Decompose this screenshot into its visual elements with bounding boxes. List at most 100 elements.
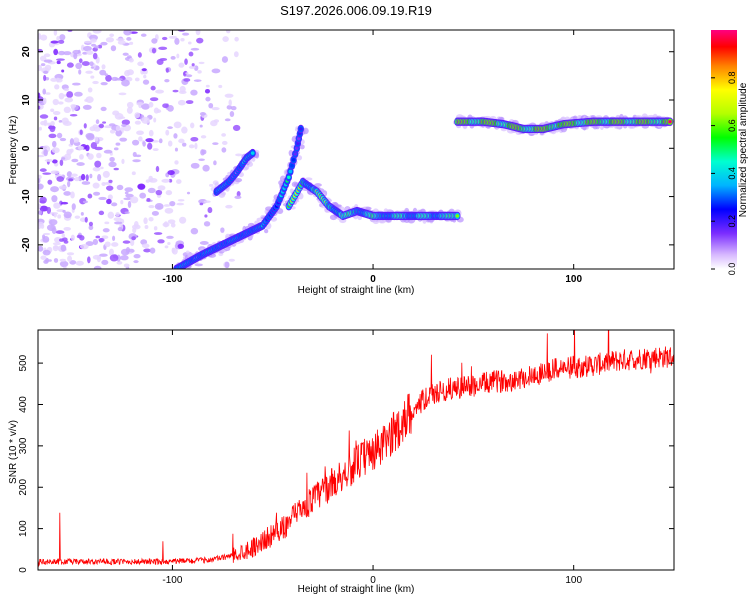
noise-blob xyxy=(151,47,157,54)
noise-blob xyxy=(66,252,75,256)
noise-blob xyxy=(140,239,148,245)
noise-blob xyxy=(74,215,81,219)
noise-blob xyxy=(190,122,195,129)
noise-blob xyxy=(100,166,104,170)
noise-blob xyxy=(182,32,190,36)
noise-blob xyxy=(106,185,114,191)
noise-blob xyxy=(98,123,104,129)
y-tick-label: 400 xyxy=(18,396,29,413)
noise-blob xyxy=(141,243,150,249)
noise-blob xyxy=(80,212,84,216)
noise-blob xyxy=(122,52,129,56)
noise-blob xyxy=(190,137,199,142)
noise-blob xyxy=(75,260,84,266)
noise-blob xyxy=(132,159,141,163)
noise-blob xyxy=(171,247,175,254)
noise-blob xyxy=(66,171,72,178)
noise-blob xyxy=(87,193,93,199)
noise-blob xyxy=(190,162,200,169)
noise-blob xyxy=(104,221,110,225)
colorbar-label: Normalized spectral amplitude xyxy=(738,82,749,217)
trace-core xyxy=(290,163,294,168)
noise-blob xyxy=(102,170,110,178)
noise-blob xyxy=(70,234,75,241)
x-axis-label: Height of straight line (km) xyxy=(298,584,415,595)
noise-blob xyxy=(165,190,173,196)
noise-blob xyxy=(53,258,59,263)
noise-blob xyxy=(155,89,164,94)
noise-blob xyxy=(101,235,109,240)
noise-blob xyxy=(179,216,187,224)
trace-core xyxy=(455,214,460,218)
x-tick-label: 0 xyxy=(370,274,376,285)
trace-speckle xyxy=(314,183,322,187)
noise-blob xyxy=(120,199,124,205)
noise-blob xyxy=(173,121,182,129)
y-tick-label: 0 xyxy=(18,567,29,573)
noise-blob xyxy=(104,73,108,77)
noise-blob xyxy=(76,162,85,166)
noise-blob xyxy=(101,64,106,70)
noise-blob xyxy=(86,50,94,55)
noise-blob xyxy=(201,149,207,155)
noise-blob xyxy=(43,97,47,105)
colorbar-tick-label: 0.0 xyxy=(727,263,737,276)
noise-blob xyxy=(196,37,204,44)
noise-blob xyxy=(62,209,66,213)
noise-blob xyxy=(141,68,147,72)
noise-blob xyxy=(165,68,169,73)
noise-blob xyxy=(94,45,100,49)
noise-blob xyxy=(198,158,205,162)
y-tick-label: 300 xyxy=(18,437,29,454)
trace-speckle xyxy=(264,228,269,234)
y-axis-ticks: 0 100 200 300 400 500 xyxy=(18,354,674,573)
noise-blob xyxy=(164,245,169,249)
noise-blob xyxy=(109,254,119,262)
noise-blob xyxy=(204,214,208,218)
noise-blob xyxy=(130,196,139,204)
noise-blob xyxy=(63,211,72,219)
noise-blob xyxy=(228,258,235,262)
noise-blob xyxy=(107,194,113,200)
noise-blob xyxy=(48,133,57,139)
noise-blob xyxy=(58,101,64,105)
noise-blob xyxy=(85,96,94,103)
noise-blob xyxy=(181,142,187,147)
trace-core xyxy=(250,151,255,155)
noise-blob xyxy=(50,121,55,126)
noise-blob xyxy=(58,92,65,100)
noise-blob xyxy=(230,105,237,111)
noise-blob xyxy=(169,201,176,207)
noise-blob xyxy=(82,104,92,110)
trace-core xyxy=(291,158,296,162)
noise-blob xyxy=(43,53,51,58)
noise-blob xyxy=(79,154,84,160)
trace-speckle xyxy=(329,214,338,221)
noise-blob xyxy=(56,132,63,139)
noise-blob xyxy=(148,217,154,222)
trace-speckle xyxy=(244,165,250,170)
noise-blob xyxy=(190,89,198,96)
noise-blob xyxy=(59,258,67,262)
trace-speckle xyxy=(296,155,303,161)
noise-blob xyxy=(148,129,154,137)
noise-blob xyxy=(133,260,139,264)
noise-blob xyxy=(38,210,42,215)
noise-blob xyxy=(115,212,120,217)
noise-blob xyxy=(202,164,210,172)
noise-blob xyxy=(81,181,91,185)
noise-blob xyxy=(120,255,129,261)
noise-blob xyxy=(60,244,67,252)
noise-blob xyxy=(42,172,52,175)
noise-blob xyxy=(187,41,192,45)
noise-blob xyxy=(92,30,102,34)
noise-blob xyxy=(188,51,194,57)
noise-blob xyxy=(144,225,149,229)
noise-blob xyxy=(145,179,150,183)
noise-blob xyxy=(108,161,117,168)
noise-blob xyxy=(197,70,202,74)
noise-blob xyxy=(162,222,170,228)
noise-blob xyxy=(78,58,83,64)
noise-blob xyxy=(195,30,201,36)
noise-blob xyxy=(200,135,207,139)
